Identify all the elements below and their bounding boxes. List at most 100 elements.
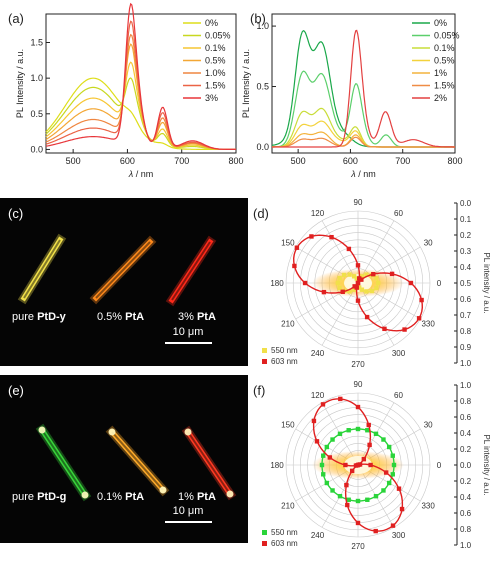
- series-line-1: [45, 77, 236, 150]
- polar-marker: [346, 497, 351, 502]
- legend-entry: 1%: [434, 68, 447, 78]
- polar-angle-label: 0: [437, 279, 442, 288]
- x-tick-label: 800: [228, 156, 243, 166]
- crystal-rod: [168, 238, 214, 304]
- polar-marker: [324, 444, 330, 450]
- crystal-rod: [184, 428, 234, 498]
- sample-label-prefix: 3%: [178, 311, 197, 323]
- polar-angle-label: 330: [421, 502, 435, 511]
- polar-marker: [390, 523, 396, 528]
- x-tick-label: 700: [174, 156, 189, 166]
- sample-label: pure PtD-y: [12, 311, 67, 323]
- sample-label-prefix: pure: [12, 491, 37, 503]
- plot-frame: [271, 13, 456, 154]
- x-tick-label: 600: [343, 156, 358, 166]
- polar-marker: [364, 272, 369, 277]
- radial-tick-label: 1.0: [460, 381, 472, 390]
- legend-entry: 1.5%: [205, 81, 226, 91]
- y-tick-label: 0.0: [30, 144, 43, 154]
- polar-marker: [390, 472, 395, 477]
- polar-plot-d: 0 30 60 90 120 150 180 210 240 270 300 330 0.0 0.1 0.2…: [262, 198, 491, 369]
- y-tick-label: 1.0: [256, 21, 269, 31]
- y-tick-label: 0.0: [256, 142, 269, 152]
- polar-legend-swatch: [262, 541, 267, 546]
- polar-marker: [382, 326, 387, 332]
- panel-label-c: (c): [8, 206, 23, 221]
- polar-marker: [321, 289, 327, 295]
- crystal-rod: [108, 428, 167, 494]
- sample-label-prefix: 0.1%: [97, 491, 125, 503]
- legend-entry: 0%: [205, 18, 218, 28]
- polar-marker: [351, 287, 357, 292]
- polar-marker: [391, 462, 397, 468]
- crystal-rod: [92, 238, 154, 302]
- polar-marker: [373, 493, 379, 499]
- polar-panel-f: (f) 0 30 60 90 120 150 180 210 240 270 300 330 1.0 0.…: [253, 380, 491, 551]
- polar-marker: [361, 456, 367, 462]
- radial-tick-label: 0.8: [460, 327, 472, 336]
- polar-marker: [355, 404, 361, 410]
- polar-marker: [347, 272, 352, 277]
- y-axis-label: PL Intensity / a.u.: [241, 49, 251, 118]
- polar-marker: [311, 418, 317, 424]
- polar-angle-label: 270: [351, 360, 365, 369]
- legend-entry: 0.1%: [434, 43, 455, 53]
- x-axis-label: λ / nm: [350, 169, 375, 179]
- polar-angle-label: 120: [311, 391, 325, 400]
- polar-angle-label: 60: [394, 391, 403, 400]
- radial-tick-label: 0.6: [460, 295, 472, 304]
- radial-tick-label: 0.4: [460, 429, 472, 438]
- polar-marker: [364, 289, 369, 294]
- radial-tick-label: 1.0: [460, 541, 472, 550]
- x-tick-label: 500: [66, 156, 81, 166]
- sample-label-compound: PtA: [197, 311, 216, 323]
- radial-tick-label: 0.6: [460, 413, 472, 422]
- polar-marker: [386, 444, 392, 450]
- polar-marker: [359, 274, 365, 279]
- legend-entry: 1.5%: [434, 81, 455, 91]
- sample-label-compound: PtA: [197, 491, 216, 503]
- polar-legend-entry: 550 nm: [271, 346, 298, 355]
- polar-marker: [327, 455, 333, 460]
- scale-label-e: 10 μm: [173, 505, 204, 517]
- polar-angle-label: 150: [281, 239, 295, 248]
- x-tick-label: 600: [120, 156, 135, 166]
- polar-marker: [337, 493, 343, 499]
- crystal-rod: [20, 236, 64, 302]
- polar-marker: [367, 442, 372, 448]
- sample-label-compound: PtD-g: [37, 491, 66, 503]
- polar-marker: [364, 314, 370, 320]
- radial-tick-label: 0.3: [460, 247, 472, 256]
- sample-label-prefix: pure: [12, 311, 37, 323]
- y-tick-label: 1.5: [30, 38, 43, 48]
- polar-marker: [373, 528, 378, 534]
- polar-marker: [337, 431, 343, 437]
- polar-marker: [383, 470, 389, 475]
- polar-angle-label: 0: [437, 461, 442, 470]
- polar-marker: [357, 285, 362, 290]
- sample-label: 1% PtA: [178, 491, 216, 503]
- polar-marker: [354, 276, 359, 281]
- polar-marker: [375, 280, 381, 286]
- radial-tick-label: 0.6: [460, 509, 472, 518]
- spectrum-panel-a: (a) 500 600 700 800 0.0 0.5 1.0 1.5 λ / nm PL Int…: [8, 2, 244, 179]
- polar-marker: [365, 428, 370, 433]
- polar-marker: [365, 497, 370, 502]
- legend-entry: 0.5%: [434, 56, 455, 66]
- panel-label-f: (f): [253, 383, 265, 398]
- radial-axis-label: PL intensity / a.u.: [482, 252, 491, 313]
- polar-marker: [355, 498, 361, 504]
- legend-entry: 0.5%: [205, 56, 226, 66]
- polar-marker: [346, 246, 352, 252]
- legend-a: 0% 0.05% 0.1% 0.5% 1.0% 1.5% 3%: [183, 18, 231, 103]
- polar-legend-swatch: [262, 359, 267, 364]
- legend-entry: 2%: [434, 93, 447, 103]
- polar-marker: [355, 426, 361, 432]
- polar-marker: [345, 502, 350, 508]
- polar-angle-label: 90: [354, 380, 363, 389]
- polar-legend-entry: 603 nm: [271, 357, 298, 366]
- polar-marker: [341, 272, 347, 278]
- polar-marker: [351, 274, 357, 279]
- polar-marker: [321, 472, 326, 477]
